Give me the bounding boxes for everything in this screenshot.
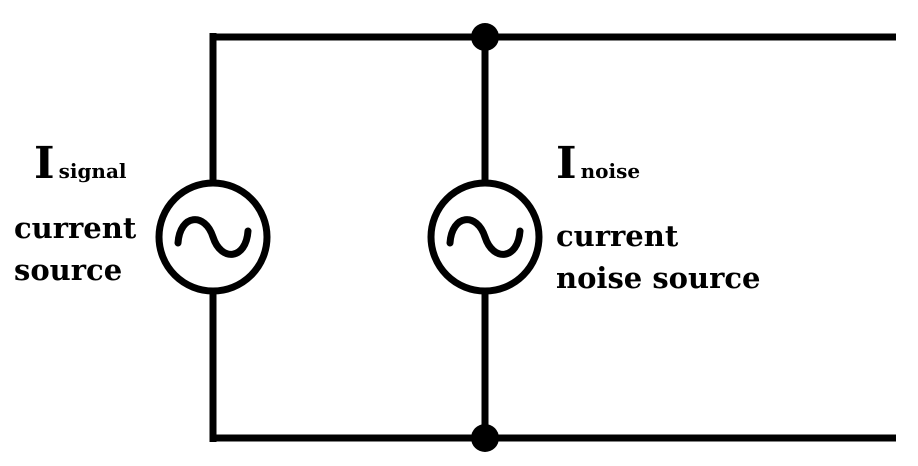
signal-source-description-line2: source [14,253,122,287]
signal-source-subscript: signal [59,159,127,183]
signal-source-description-line1: current [14,211,137,245]
bottom-junction-dot [471,424,499,452]
signal-current-source [155,179,271,295]
noise-source-subscript: noise [581,159,640,183]
noise-source-symbol: I [556,138,577,189]
noise-current-source [427,179,543,295]
noise-source-description-line2: noise source [556,261,760,295]
noise-source-description-line1: current [556,219,679,253]
signal-source-symbol: I [34,138,55,189]
top-junction-dot [471,23,499,51]
wires [209,33,896,442]
noise-source-ac-icon [446,216,524,258]
signal-source-ac-icon [174,216,252,258]
